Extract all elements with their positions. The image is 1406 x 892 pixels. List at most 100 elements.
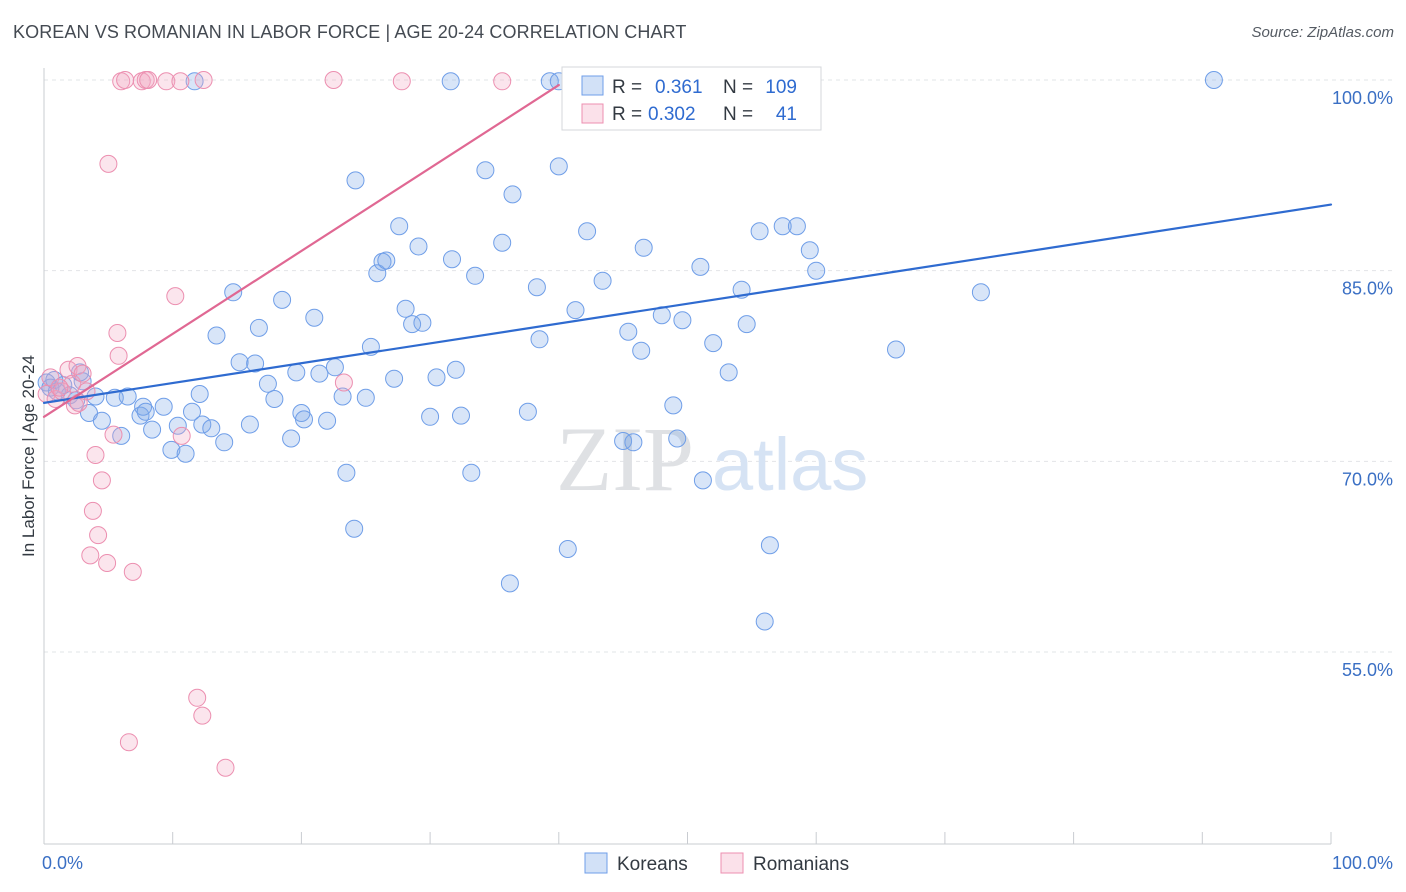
point-koreans-70 [527, 278, 546, 297]
point-koreans-56 [409, 237, 428, 256]
point-koreans-101 [1204, 71, 1223, 89]
point-koreans-42 [325, 358, 344, 377]
legend-label-romanians: Romanians [753, 854, 849, 875]
stats-r-value-romanians: 0.302 [648, 104, 696, 125]
point-koreans-30 [246, 354, 265, 373]
point-koreans-69 [518, 402, 537, 421]
x-tick-label-1: 100.0% [1332, 853, 1393, 873]
point-koreans-36 [287, 363, 306, 382]
x-tick-label-0: 0.0% [42, 853, 83, 873]
point-koreans-93 [755, 612, 774, 631]
stats-n-value-romanians: 41 [776, 104, 797, 125]
point-koreans-66 [493, 233, 512, 252]
point-koreans-18 [162, 440, 181, 459]
point-koreans-92 [750, 222, 769, 241]
point-koreans-14 [134, 397, 153, 416]
y-tick-label-2: 85.0% [1342, 279, 1393, 299]
point-romanians-40 [50, 378, 69, 397]
point-koreans-62 [452, 406, 470, 425]
point-koreans-25 [207, 326, 226, 345]
point-romanians-37 [334, 373, 353, 392]
point-romanians-9 [73, 364, 92, 383]
point-koreans-72 [549, 157, 568, 176]
point-romanians-38 [392, 72, 411, 91]
x-tick-labels: 0.0% 100.0% [42, 853, 1393, 873]
stats-r-label-koreans: R = [612, 77, 642, 98]
point-koreans-71 [530, 330, 549, 349]
point-romanians-31 [172, 426, 191, 445]
point-romanians-28 [157, 72, 176, 91]
point-koreans-78 [619, 322, 638, 341]
x-ticks [43, 832, 1332, 844]
y-tick-label-1: 70.0% [1342, 469, 1393, 489]
point-romanians-11 [81, 546, 100, 565]
point-koreans-98 [807, 261, 826, 280]
point-romanians-18 [104, 425, 123, 444]
watermark-zip: ZIP [556, 408, 694, 510]
point-koreans-86 [691, 257, 710, 276]
point-koreans-67 [500, 574, 519, 593]
point-romanians-4 [59, 360, 78, 379]
point-koreans-61 [446, 360, 465, 379]
point-koreans-23 [193, 415, 212, 434]
point-romanians-24 [123, 562, 142, 581]
point-koreans-63 [462, 463, 481, 482]
point-koreans-28 [230, 353, 249, 372]
point-romanians-16 [98, 554, 117, 572]
point-koreans-87 [693, 471, 712, 490]
trend-lines [42, 83, 1333, 418]
point-koreans-103 [112, 426, 131, 445]
point-koreans-60 [443, 250, 461, 269]
point-koreans-75 [578, 222, 597, 241]
point-koreans-95 [773, 217, 792, 236]
point-koreans-64 [466, 266, 485, 285]
point-koreans-73 [558, 540, 577, 558]
stats-r-label-romanians: R = [612, 104, 642, 125]
point-koreans-49 [368, 264, 387, 283]
data-points [37, 71, 1223, 777]
stats-box: R = 0.361 N = 109 R = 0.302 N = 41 [561, 66, 822, 131]
point-koreans-68 [503, 185, 522, 204]
point-koreans-79 [624, 433, 643, 452]
point-koreans-39 [305, 308, 324, 327]
point-romanians-27 [139, 71, 158, 89]
point-koreans-29 [240, 415, 259, 434]
point-romanians-23 [119, 733, 138, 752]
point-koreans-16 [143, 420, 162, 439]
point-koreans-83 [668, 429, 687, 448]
chart-title: KOREAN VS ROMANIAN IN LABOR FORCE | AGE … [13, 22, 687, 42]
y-axis-label: In Labor Force | Age 20-24 [19, 355, 38, 557]
source-credit: Source: ZipAtlas.com [1251, 24, 1394, 41]
point-koreans-59 [427, 368, 446, 387]
point-koreans-104 [185, 72, 204, 91]
stats-swatch-koreans [581, 75, 604, 96]
point-koreans-33 [265, 390, 284, 408]
stats-n-value-koreans: 109 [765, 77, 797, 98]
point-koreans-17 [154, 397, 173, 416]
point-koreans-91 [737, 315, 756, 334]
legend-label-koreans: Koreans [617, 854, 688, 875]
stats-box-frame [561, 66, 822, 131]
point-romanians-19 [108, 324, 127, 342]
point-romanians-1 [41, 368, 60, 387]
point-koreans-19 [168, 416, 187, 435]
point-romanians-39 [493, 72, 512, 91]
point-koreans-43 [333, 387, 352, 406]
point-koreans-45 [345, 519, 364, 538]
point-koreans-88 [704, 334, 723, 353]
point-koreans-53 [390, 217, 409, 236]
point-koreans-12 [118, 387, 137, 406]
point-koreans-40 [310, 364, 329, 383]
point-koreans-96 [787, 217, 806, 236]
point-romanians-36 [324, 71, 343, 89]
point-koreans-99 [887, 340, 905, 359]
point-koreans-10 [92, 411, 111, 430]
point-koreans-38 [295, 410, 313, 429]
point-koreans-89 [719, 363, 738, 382]
point-romanians-12 [83, 501, 102, 520]
point-koreans-35 [282, 429, 301, 448]
point-koreans-26 [215, 433, 234, 452]
point-koreans-57 [413, 313, 432, 332]
point-koreans-94 [760, 536, 779, 555]
